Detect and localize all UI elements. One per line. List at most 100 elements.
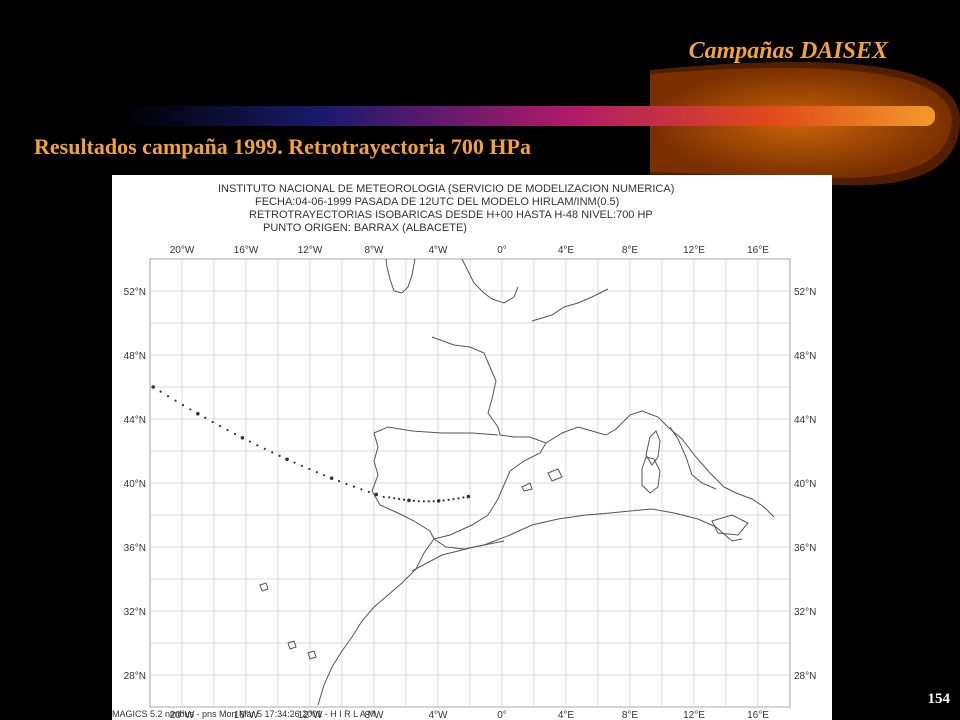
- trajectory-point: [323, 474, 326, 477]
- trajectory-point: [466, 494, 471, 499]
- trajectory-point: [300, 464, 304, 467]
- trajectory-point: [248, 440, 251, 443]
- trajectory-point: [360, 488, 363, 491]
- longitude-label: 8°W: [365, 245, 385, 256]
- trajectory-point: [436, 499, 441, 503]
- map-header-line: INSTITUTO NACIONAL DE METEOROLOGIA (SERV…: [218, 183, 674, 195]
- trajectory-point: [189, 408, 192, 411]
- map-header-line: FECHA:04-06-1999 PASADA DE 12UTC DEL MOD…: [255, 196, 619, 208]
- trajectory-point: [293, 461, 296, 464]
- trajectory-point: [422, 500, 425, 503]
- trajectory-point: [397, 497, 401, 501]
- trajectory-point: [219, 424, 222, 428]
- trajectory-point: [226, 428, 229, 432]
- trajectory-point: [278, 454, 281, 457]
- latitude-label: 48°N: [794, 351, 816, 362]
- trajectory-point: [417, 500, 420, 503]
- trajectory-point: [382, 495, 385, 499]
- longitude-label: 16°W: [234, 245, 259, 256]
- trajectory-point: [211, 420, 214, 424]
- header-swoosh-decoration: [120, 61, 960, 186]
- trajectory-point: [256, 444, 259, 447]
- latitude-label: 28°N: [794, 671, 816, 682]
- trajectory-point: [432, 500, 435, 503]
- longitude-label: 8°E: [622, 245, 639, 256]
- longitude-label: 8°W: [365, 710, 385, 720]
- longitude-label: 12°E: [683, 245, 705, 256]
- latitude-label: 36°N: [794, 543, 816, 554]
- slide-title: Resultados campaña 1999. Retrotrayectori…: [34, 134, 531, 159]
- longitude-label: 8°E: [622, 710, 639, 720]
- trajectory-map: INSTITUTO NACIONAL DE METEOROLOGIA (SERV…: [112, 183, 816, 720]
- trajectory-point: [352, 485, 356, 488]
- trajectory-point: [447, 498, 450, 501]
- latitude-label: 52°N: [794, 287, 816, 298]
- trajectory-point: [393, 497, 396, 500]
- trajectory-point: [166, 395, 170, 398]
- backward-trajectory-700hpa: [151, 385, 471, 503]
- longitude-labels-top: 20°W 16°W 12°W 8°W 4°W 0° 4°E 8°E 12°E 16°E: [170, 245, 770, 256]
- latitude-label: 36°N: [124, 543, 146, 554]
- trajectory-point: [204, 416, 207, 419]
- longitude-label: 0°: [497, 710, 507, 720]
- trajectory-point: [233, 432, 237, 436]
- trajectory-point: [452, 498, 455, 501]
- trajectory-point: [308, 467, 311, 471]
- longitude-label: 20°W: [170, 710, 195, 720]
- trajectory-point: [345, 482, 348, 485]
- longitude-label: 16°W: [234, 710, 259, 720]
- trajectory-point: [285, 457, 289, 462]
- trajectory-point: [442, 499, 445, 502]
- trajectory-point: [181, 403, 185, 407]
- longitude-label: 0°: [497, 245, 507, 256]
- trajectory-point: [407, 498, 411, 503]
- trajectory-point: [263, 447, 266, 450]
- latitude-label: 48°N: [124, 351, 146, 362]
- map-footer: MAGICS 5.2 nimbus - pns Mon Mar 5 17:34:…: [112, 709, 375, 719]
- longitude-label: 4°E: [558, 245, 575, 256]
- latitude-label: 40°N: [124, 479, 146, 490]
- map-header: INSTITUTO NACIONAL DE METEOROLOGIA (SERV…: [218, 183, 674, 234]
- longitude-label: 12°W: [298, 245, 323, 256]
- trajectory-map-panel: INSTITUTO NACIONAL DE METEOROLOGIA (SERV…: [112, 175, 832, 720]
- map-header-line: PUNTO ORIGEN: BARRAX (ALBACETE): [263, 222, 467, 234]
- longitude-labels-bottom: 20°W 16°W 12°W 8°W 4°W 0° 4°E 8°E 12°E 16°E: [170, 710, 770, 720]
- map-graticule: [149, 258, 791, 708]
- trajectory-point: [462, 496, 465, 499]
- trajectory-point: [427, 500, 430, 503]
- trajectory-point: [196, 411, 200, 416]
- longitude-label: 12°E: [683, 710, 705, 720]
- trajectory-point: [271, 451, 274, 454]
- trajectory-point: [367, 490, 370, 494]
- trajectory-point: [388, 496, 391, 499]
- trajectory-point: [402, 498, 406, 501]
- latitude-label: 32°N: [124, 607, 146, 618]
- latitude-labels-right: 52°N 48°N 44°N 40°N 36°N 32°N 28°N: [794, 287, 816, 682]
- trajectory-point: [174, 399, 177, 402]
- trajectory-point: [329, 476, 334, 480]
- trajectory-point: [337, 479, 341, 483]
- longitude-label: 20°W: [170, 245, 195, 256]
- latitude-label: 44°N: [124, 415, 146, 426]
- longitude-label: 16°E: [747, 245, 769, 256]
- latitude-labels-left: 52°N 48°N 44°N 40°N 36°N 32°N 28°N: [124, 287, 146, 682]
- trajectory-point: [159, 390, 162, 393]
- longitude-label: 12°W: [298, 710, 323, 720]
- trajectory-point: [315, 471, 318, 474]
- longitude-label: 16°E: [747, 710, 769, 720]
- latitude-label: 40°N: [794, 479, 816, 490]
- trajectory-point: [151, 385, 155, 389]
- longitude-label: 4°W: [429, 710, 449, 720]
- longitude-label: 4°E: [558, 710, 575, 720]
- latitude-label: 52°N: [124, 287, 146, 298]
- map-header-line: RETROTRAYECTORIAS ISOBARICAS DESDE H+00 …: [249, 209, 653, 221]
- trajectory-point: [457, 497, 460, 500]
- trajectory-point: [240, 435, 245, 440]
- slide-number: 154: [927, 691, 951, 707]
- latitude-label: 44°N: [794, 415, 816, 426]
- longitude-label: 4°W: [429, 245, 449, 256]
- latitude-label: 32°N: [794, 607, 816, 618]
- trajectory-point: [412, 499, 416, 502]
- latitude-label: 28°N: [124, 671, 146, 682]
- coastlines: [259, 258, 775, 706]
